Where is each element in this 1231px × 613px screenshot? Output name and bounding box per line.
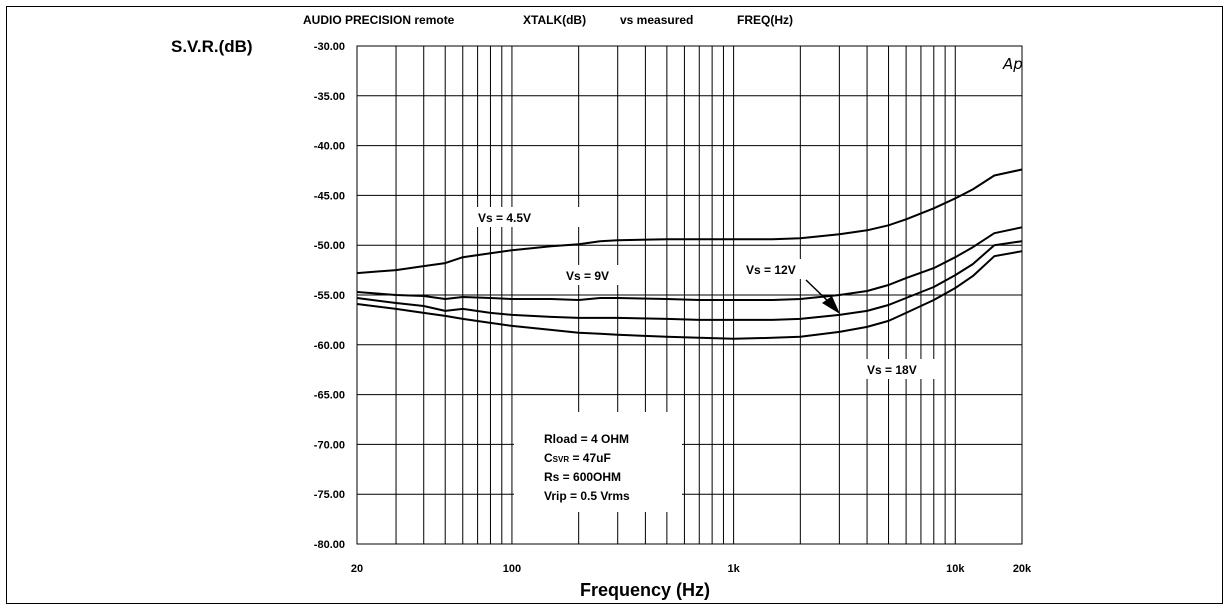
x-axis-title: Frequency (Hz) bbox=[580, 580, 711, 600]
plot-border bbox=[356, 45, 1023, 545]
y-tick-label: -80.00 bbox=[314, 539, 345, 551]
label-bg-12 bbox=[740, 259, 818, 279]
series-line bbox=[356, 226, 1023, 301]
condition-csvr-sub: SVR bbox=[553, 455, 570, 464]
condition-rs: Rs = 600OHM bbox=[544, 470, 621, 484]
label-bg-9 bbox=[560, 265, 630, 285]
condition-rload: Rload = 4 OHM bbox=[544, 432, 629, 446]
grid bbox=[356, 45, 1023, 545]
condition-csvr-prefix: C bbox=[544, 451, 553, 465]
y-tick-label: -35.00 bbox=[314, 91, 345, 103]
condition-vrip: Vrip = 0.5 Vrms bbox=[544, 489, 630, 503]
x-tick-label: 100 bbox=[503, 563, 521, 575]
series-label-vs-9v: Vs = 9V bbox=[566, 269, 609, 283]
y-tick-label: -75.00 bbox=[314, 489, 345, 501]
y-tick-label: -55.00 bbox=[314, 290, 345, 302]
ap-logo: Ap bbox=[1002, 55, 1023, 73]
y-axis-title: S.V.R.(dB) bbox=[171, 37, 253, 56]
header-vs: vs measured bbox=[620, 13, 694, 27]
tick-labels: -30.00 -35.00 -40.00 -45.00 -50.00 -55.00 -60.… bbox=[314, 41, 1032, 575]
header-source: AUDIO PRECISION remote bbox=[303, 13, 455, 27]
y-tick-label: -30.00 bbox=[314, 41, 345, 53]
x-tick-label: 10k bbox=[946, 563, 965, 575]
condition-csvr-value: = 47uF bbox=[569, 451, 611, 465]
y-tick-label: -50.00 bbox=[314, 240, 345, 252]
header-measure: XTALK(dB) bbox=[523, 13, 587, 27]
chart-frame bbox=[6, 6, 1223, 604]
conditions-box bbox=[514, 412, 682, 512]
series-label-vs-18v: Vs = 18V bbox=[867, 363, 917, 377]
series-line bbox=[356, 168, 1023, 275]
y-tick-label: -45.00 bbox=[314, 190, 345, 202]
y-tick-label: -40.00 bbox=[314, 141, 345, 153]
y-tick-label: -70.00 bbox=[314, 439, 345, 451]
header-sweep: FREQ(Hz) bbox=[737, 13, 793, 27]
label-bg-18 bbox=[862, 359, 938, 379]
series-line bbox=[356, 240, 1023, 321]
label-bg-45 bbox=[470, 207, 580, 227]
vs-12v-pointer-arrowhead bbox=[822, 296, 840, 314]
y-tick-label: -60.00 bbox=[314, 340, 345, 352]
x-tick-label: 20 bbox=[351, 563, 363, 575]
series-line bbox=[356, 250, 1023, 340]
series-label-vs-12v: Vs = 12V bbox=[746, 263, 796, 277]
condition-csvr: CSVR = 47uF bbox=[544, 451, 611, 465]
series-label-vs-4-5v: Vs = 4.5V bbox=[478, 211, 531, 225]
series-lines bbox=[356, 168, 1023, 340]
x-tick-label: 1k bbox=[727, 563, 740, 575]
y-tick-label: -65.00 bbox=[314, 390, 345, 402]
x-tick-label: 20k bbox=[1013, 563, 1032, 575]
